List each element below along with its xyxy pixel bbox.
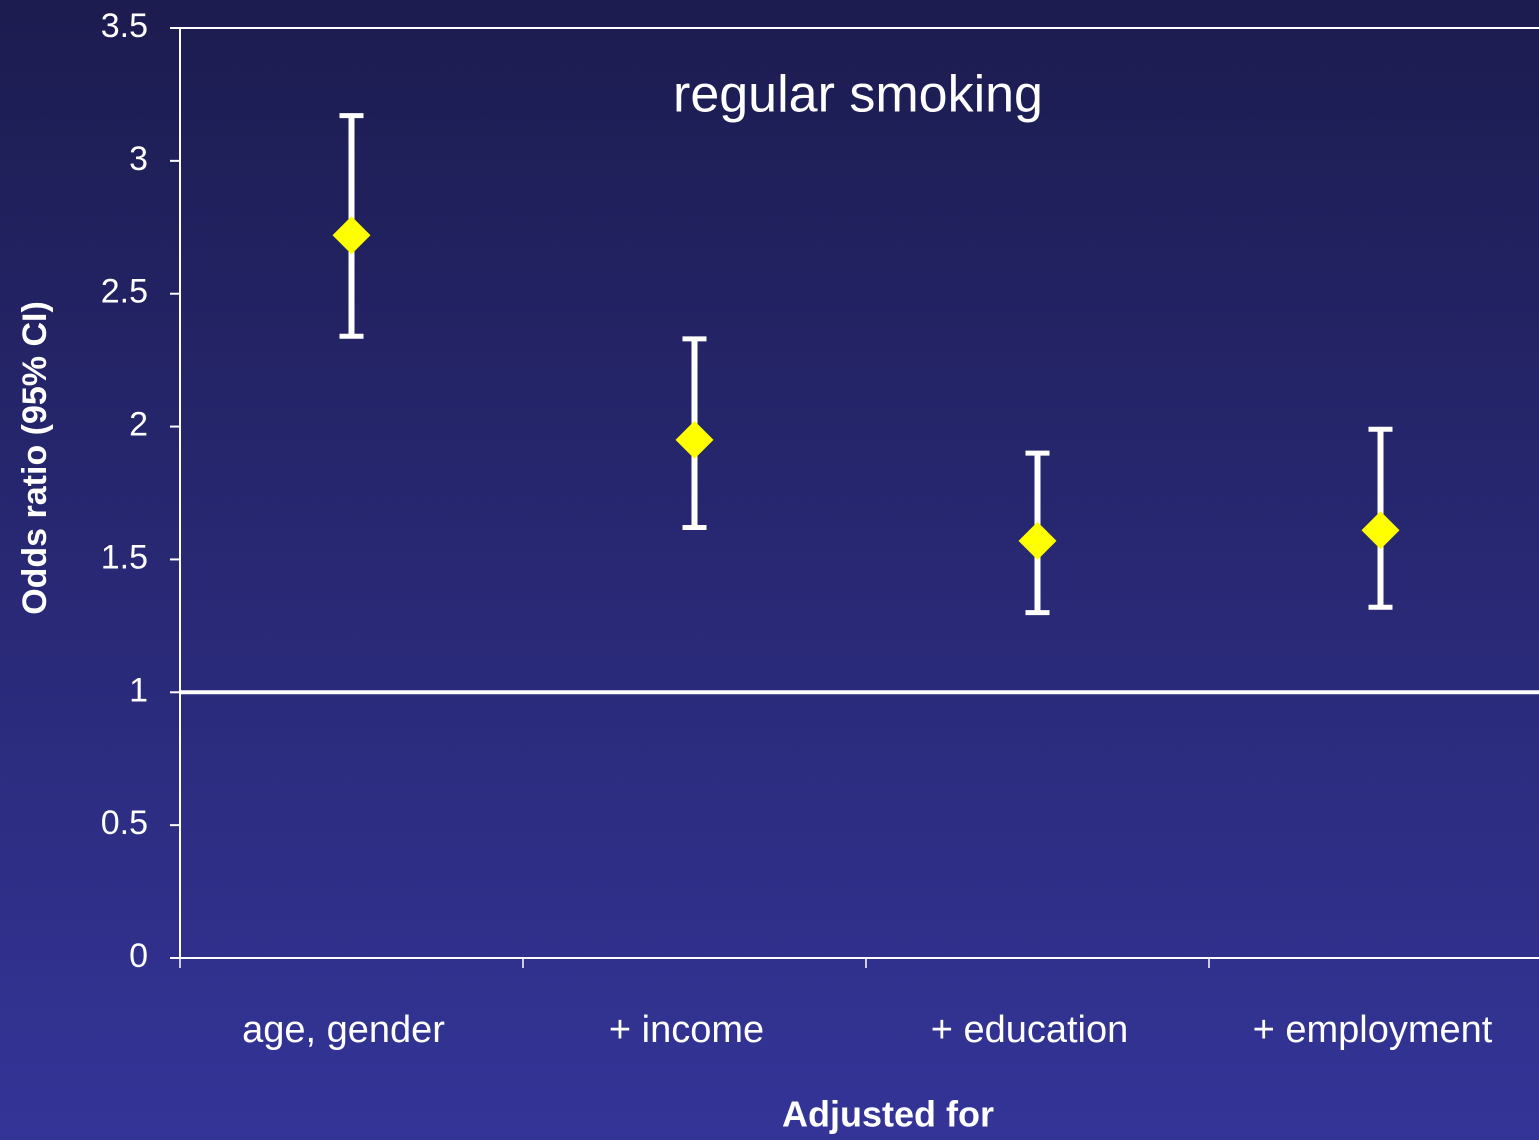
x-tick-label: + income <box>609 1009 764 1051</box>
y-tick-label: 2.5 <box>101 273 148 311</box>
x-axis-label: Adjusted for <box>782 1094 994 1135</box>
point <box>1018 521 1057 560</box>
x-tick-label: + employment <box>1253 1009 1493 1051</box>
y-tick-label: 3.5 <box>101 7 148 45</box>
y-tick-label: 0.5 <box>101 804 148 842</box>
y-tick-label: 0 <box>129 937 148 975</box>
y-tick-label: 3 <box>129 140 148 178</box>
point <box>332 216 371 255</box>
y-axis-label: Odds ratio (95% CI) <box>16 301 54 615</box>
point <box>1361 511 1400 550</box>
y-tick-label: 2 <box>129 406 148 444</box>
point <box>675 420 714 459</box>
y-tick-label: 1.5 <box>101 538 148 576</box>
x-tick-label: + education <box>931 1009 1129 1051</box>
x-tick-label: age, gender <box>242 1009 445 1051</box>
chart-title: regular smoking <box>673 66 1043 124</box>
y-tick-label: 1 <box>129 671 148 709</box>
